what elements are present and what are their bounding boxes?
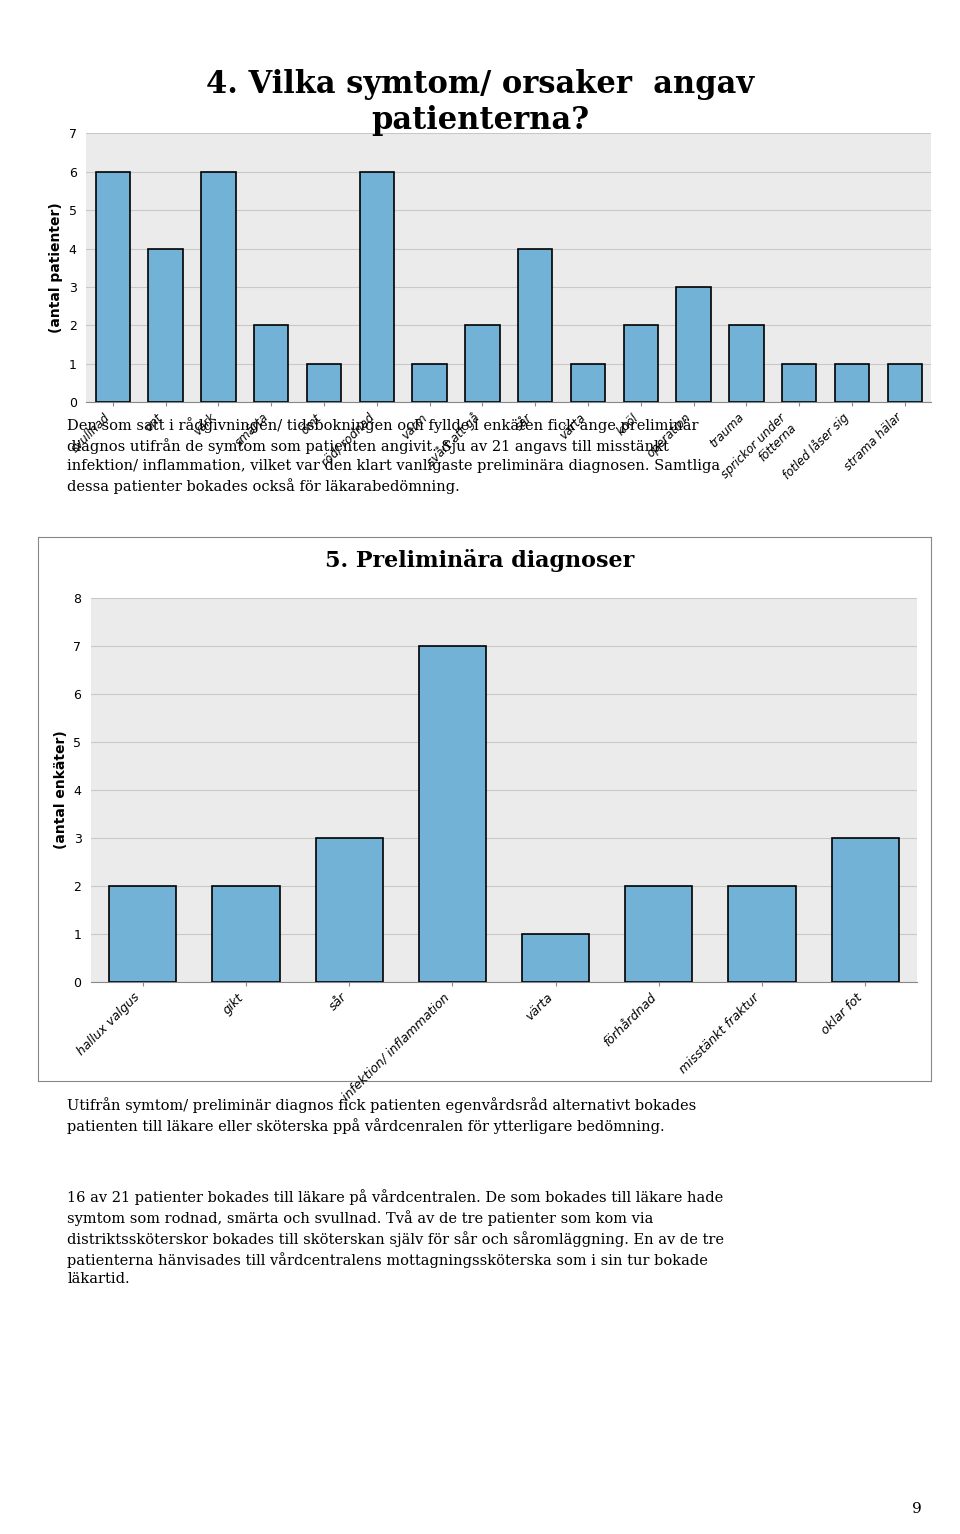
Bar [518, 249, 552, 402]
Text: 4. Vilka symtom/ orsaker  angav
patienterna?: 4. Vilka symtom/ orsaker angav patienter… [206, 69, 754, 137]
Bar [419, 646, 486, 982]
Y-axis label: (antal enkäter): (antal enkäter) [54, 730, 68, 850]
Bar [360, 172, 394, 402]
Bar [831, 838, 899, 982]
Bar [782, 364, 816, 402]
Bar [571, 364, 605, 402]
Bar [730, 325, 763, 402]
Bar [888, 364, 922, 402]
Bar [212, 887, 279, 982]
Bar [835, 364, 869, 402]
Bar [96, 172, 130, 402]
Bar [254, 325, 288, 402]
Text: 5. Preliminära diagnoser: 5. Preliminära diagnoser [325, 549, 635, 572]
Bar [522, 934, 589, 982]
Bar [149, 249, 182, 402]
Bar [625, 887, 692, 982]
Text: 9: 9 [912, 1502, 922, 1516]
Y-axis label: (antal patienter): (antal patienter) [49, 202, 63, 333]
Bar [413, 364, 446, 402]
Bar [729, 887, 796, 982]
Text: Utifrån symtom/ preliminär diagnos fick patienten egenvårdsråd alternativt bokad: Utifrån symtom/ preliminär diagnos fick … [67, 1097, 696, 1134]
Bar [624, 325, 658, 402]
Bar [307, 364, 341, 402]
Bar [316, 838, 383, 982]
Bar [109, 887, 177, 982]
Bar [677, 287, 710, 402]
Bar [466, 325, 499, 402]
Text: Den som satt i rådgivningen/ tidsbokningen och fyllde i enkäten fick ange prelim: Den som satt i rådgivningen/ tidsbokning… [67, 417, 720, 494]
Text: 16 av 21 patienter bokades till läkare på vårdcentralen. De som bokades till läk: 16 av 21 patienter bokades till läkare p… [67, 1189, 724, 1285]
Bar [202, 172, 235, 402]
